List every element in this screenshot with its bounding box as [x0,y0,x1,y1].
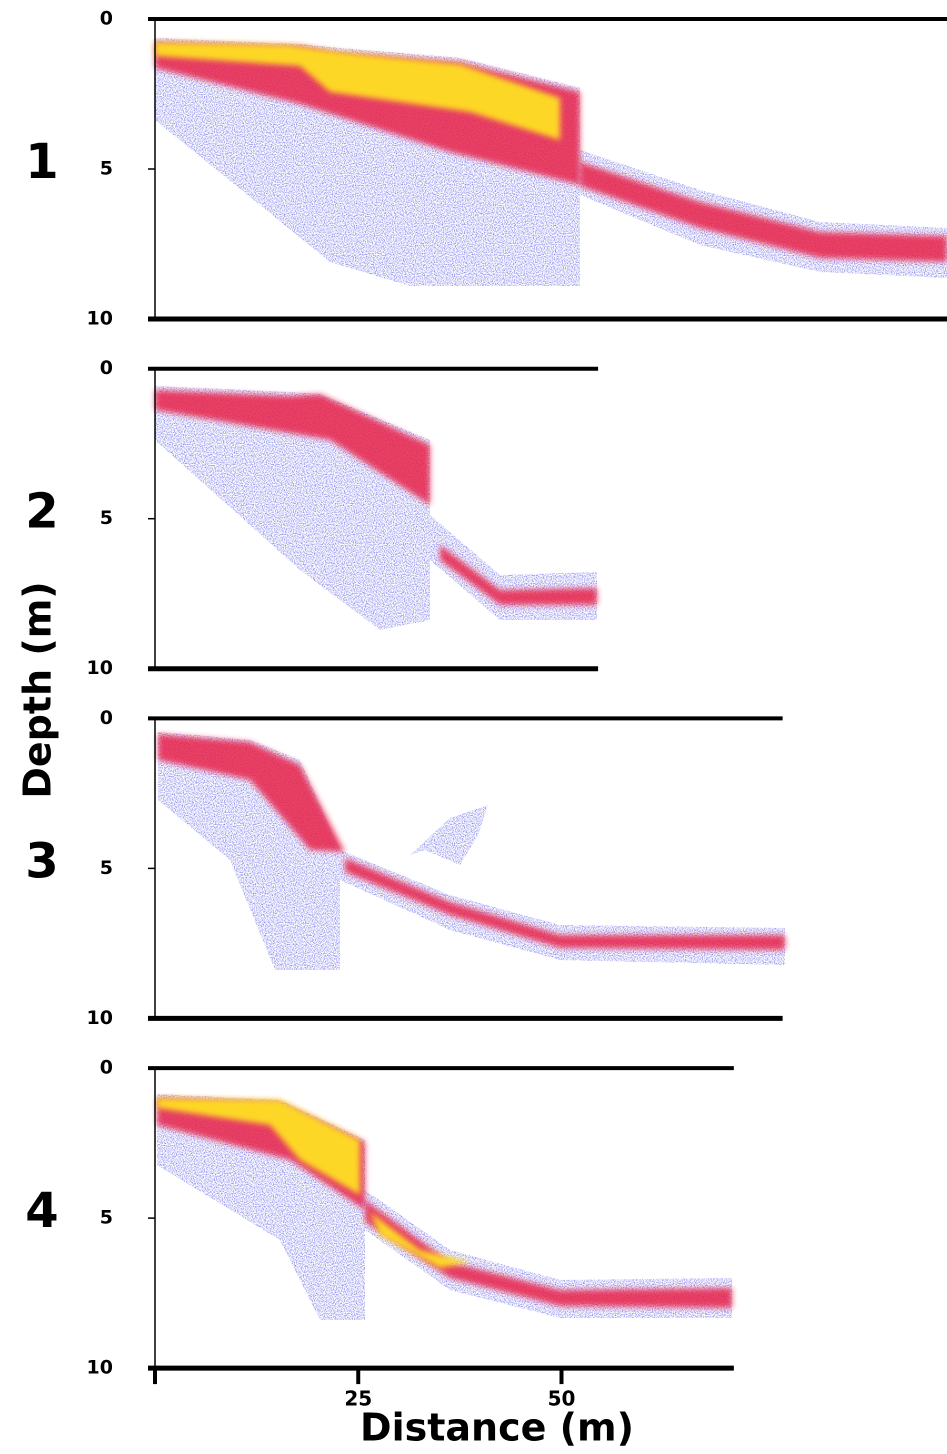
y-tick-label: 0 [100,8,113,30]
y-tick-label: 10 [87,1007,113,1029]
y-tick-label: 5 [100,1207,113,1229]
y-tick-label: 0 [100,357,113,379]
panel-label: 1 [25,134,58,190]
y-tick-label: 5 [100,158,113,180]
y-tick-label: 0 [100,1057,113,1079]
x-tick-label: 25 [344,1387,372,1411]
y-axis-label: Depth (m) [16,581,60,798]
y-tick-label: 0 [100,707,113,729]
y-tick-label: 10 [87,1357,113,1379]
x-tick-label: 50 [548,1387,576,1411]
panel-label: 2 [25,484,58,540]
panel-label: 4 [25,1183,58,1239]
y-tick-label: 5 [100,507,113,529]
y-tick-label: 10 [87,308,113,330]
x-axis-label: Distance (m) [360,1406,634,1450]
y-tick-label: 10 [87,657,113,679]
y-tick-label: 5 [100,857,113,879]
panel-label: 3 [25,833,58,889]
echogram-image [155,38,947,1320]
